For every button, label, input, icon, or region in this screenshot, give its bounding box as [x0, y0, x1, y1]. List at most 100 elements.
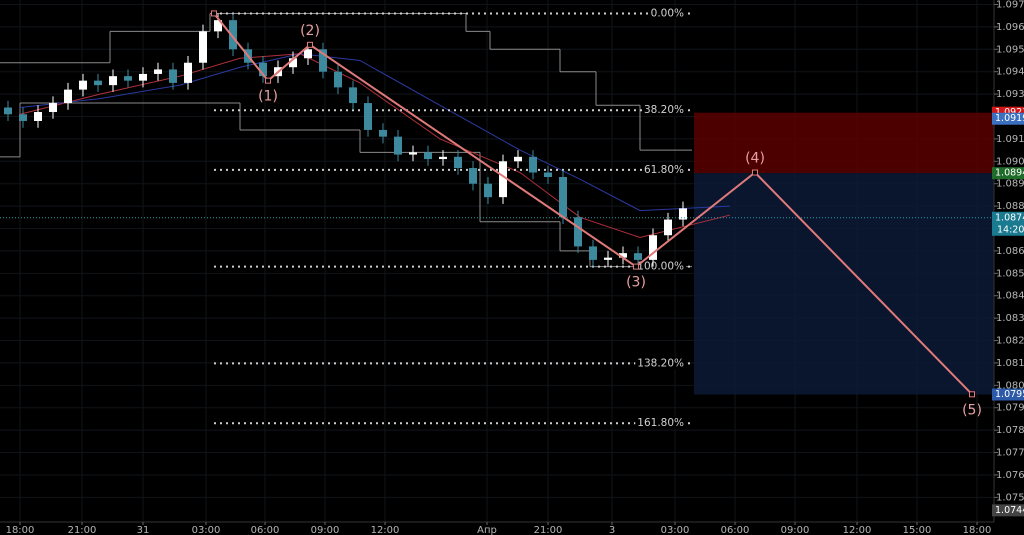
y-tick-label: 1.09300 — [996, 89, 1024, 100]
candle-body — [49, 103, 57, 113]
y-axis-bg — [994, 0, 1024, 535]
y-tick-label: 1.07900 — [996, 403, 1024, 414]
y-tick-label: 1.07700 — [996, 448, 1024, 459]
candle-body — [79, 80, 87, 90]
fib-label-bg — [635, 260, 687, 273]
fib-label: 138.20% — [637, 357, 684, 369]
y-tick-label: 1.09400 — [996, 67, 1024, 78]
target-zone — [694, 112, 994, 174]
y-tick-label: 1.07600 — [996, 470, 1024, 481]
price-tag-label: 1.08748 — [995, 212, 1024, 223]
fib-label: 0.00% — [651, 7, 684, 19]
x-tick-label: 21:00 — [534, 525, 563, 535]
y-tick-label: 1.08100 — [996, 358, 1024, 369]
candle-body — [34, 112, 42, 121]
y-tick-label: 1.08000 — [996, 380, 1024, 391]
fib-label-bg — [648, 7, 687, 20]
candle-body — [634, 253, 642, 260]
candle-body — [199, 31, 207, 63]
candle-body — [499, 161, 507, 198]
candle-body — [424, 152, 432, 160]
candle-body — [259, 62, 267, 77]
x-tick-label: 09:00 — [311, 525, 340, 535]
candle-body — [529, 156, 537, 173]
fib-label: 38.20% — [644, 104, 684, 116]
candle-body — [229, 20, 237, 50]
candle-body — [514, 156, 522, 162]
candle-body — [289, 58, 297, 68]
y-tick-label: 1.08900 — [996, 179, 1024, 190]
price-tag — [992, 211, 1024, 236]
candle-body — [544, 172, 552, 177]
candle-body — [19, 114, 27, 121]
wave-point — [307, 41, 313, 48]
price-tag — [992, 504, 1024, 517]
x-axis-bg — [0, 522, 994, 535]
candle-body — [94, 80, 102, 86]
fib-label-bg — [635, 417, 687, 430]
y-tick-label: 1.08800 — [996, 201, 1024, 212]
candle-body — [679, 208, 687, 220]
candle-body — [184, 62, 192, 83]
y-tick-label: 1.09700 — [996, 0, 1024, 10]
candle-body — [154, 69, 162, 74]
y-tick-label: 1.08200 — [996, 336, 1024, 347]
target-zone — [694, 173, 994, 395]
y-tick-label: 1.09500 — [996, 44, 1024, 55]
price-tag-label: 1.09217 — [995, 107, 1024, 118]
candle-body — [604, 257, 612, 260]
candle-body — [454, 156, 462, 169]
y-tick-label: 1.09100 — [996, 134, 1024, 145]
x-tick-label: 03:00 — [661, 525, 690, 535]
candle-body — [469, 168, 477, 184]
price-tag — [992, 112, 1024, 125]
fib-label: 100.00% — [637, 261, 684, 273]
x-tick-label: 03:00 — [192, 525, 221, 535]
candle-body — [109, 76, 117, 86]
x-tick-label: 15:00 — [903, 525, 932, 535]
candle-body — [304, 49, 312, 59]
moving-average — [19, 53, 731, 212]
x-tick-label: 12:00 — [371, 525, 400, 535]
wave-point — [633, 263, 639, 270]
price-tag — [992, 388, 1024, 401]
price-tag — [992, 167, 1024, 180]
fib-label: 61.80% — [644, 164, 684, 176]
y-tick-label: 1.08500 — [996, 268, 1024, 279]
wave-line — [213, 12, 973, 395]
x-tick-label: 12:00 — [843, 525, 872, 535]
y-tick-label: 1.09000 — [996, 156, 1024, 167]
candle-body — [574, 217, 582, 247]
candle-body — [214, 20, 222, 32]
candle-body — [349, 87, 357, 104]
candle-body — [139, 73, 147, 81]
wave-point — [969, 391, 975, 398]
x-tick-label: 06:00 — [251, 525, 280, 535]
price-tag-time: 14:20 — [997, 224, 1024, 235]
candle-body — [559, 176, 567, 218]
fib-label-bg — [635, 357, 687, 370]
y-tick-label: 1.07800 — [996, 425, 1024, 436]
candle-body — [589, 246, 597, 260]
x-tick-label: 21:00 — [68, 525, 97, 535]
candle-body — [484, 183, 492, 198]
price-tag-label: 1.09190 — [995, 113, 1024, 124]
x-tick-label: 09:00 — [781, 525, 810, 535]
candle-body — [379, 129, 387, 137]
wave-point — [265, 77, 271, 84]
fib-label-bg — [641, 163, 687, 176]
candle-body — [334, 71, 342, 88]
x-tick-label: Апр — [477, 525, 497, 535]
fib-label-bg — [641, 104, 687, 117]
candle-body — [64, 89, 72, 104]
candle-body — [4, 107, 12, 115]
wave-label: (4) — [745, 151, 765, 167]
x-tick-label: 06:00 — [721, 525, 750, 535]
y-tick-label: 1.08600 — [996, 246, 1024, 257]
wave-label: (2) — [300, 23, 320, 39]
candle-body — [409, 152, 417, 155]
y-tick-label: 1.09600 — [996, 22, 1024, 33]
y-tick-label: 1.08300 — [996, 313, 1024, 324]
x-tick-label: 18:00 — [6, 525, 35, 535]
